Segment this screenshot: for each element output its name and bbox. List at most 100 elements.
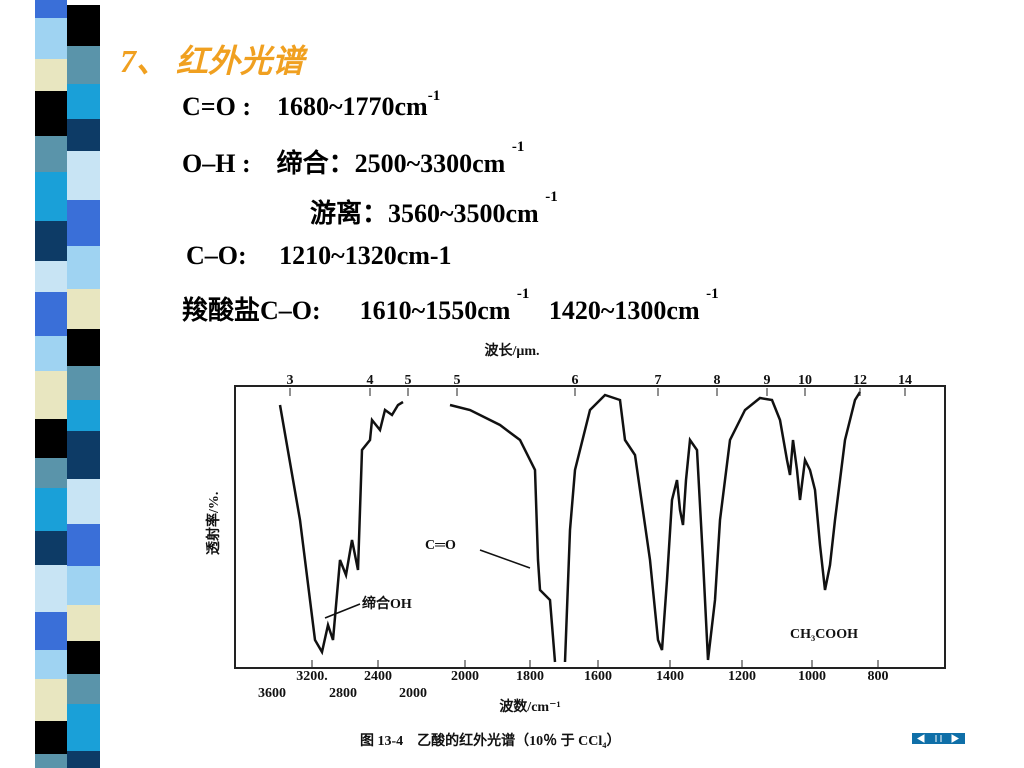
decorative-stripe — [35, 0, 100, 768]
top-tick-label: 10 — [798, 373, 812, 388]
stripe-block — [67, 524, 100, 566]
bottom-tick-label: 2000 — [451, 669, 479, 684]
bottom-tick-label: 1200 — [728, 669, 756, 684]
bottom-tick-label: 1800 — [516, 669, 544, 684]
text-line: C=O : 1680~1770cm-1 — [182, 88, 440, 122]
stripe-block — [67, 479, 100, 524]
stripe-block — [35, 371, 67, 419]
stripe-block — [35, 261, 67, 292]
top-tick-label: 14 — [898, 373, 912, 388]
stripe-block — [67, 366, 100, 400]
stripe-block — [35, 18, 67, 59]
text-line: 羧酸盐C–O: 1610~1550cm -1 1420~1300cm -1 — [182, 286, 719, 327]
stripe-block — [35, 679, 67, 721]
stripe-block — [35, 612, 67, 650]
stripe-block — [35, 91, 67, 136]
stripe-block — [67, 704, 100, 751]
stripe-block — [67, 289, 100, 329]
stripe-block — [35, 754, 67, 768]
bottom-tick-label: 800 — [868, 669, 889, 684]
bottom-tick-label: 1000 — [798, 669, 826, 684]
value: 缔合：2500~3300cm — [276, 149, 506, 178]
superscript: -1 — [706, 286, 719, 302]
label: C–O: — [186, 241, 247, 270]
stripe-block — [67, 605, 100, 641]
y-axis-label: 透射率/%. — [205, 492, 222, 555]
stripe-block — [67, 400, 100, 431]
stripe-block — [67, 5, 100, 46]
value: 1680~1770cm — [276, 92, 428, 121]
stripe-block — [67, 119, 100, 151]
annotation: C═O — [425, 538, 456, 553]
value: 游离：3560~3500cm — [310, 199, 539, 228]
bottom-tick-label: 1600 — [584, 669, 612, 684]
bottom-tick-label: 1400 — [656, 669, 684, 684]
stripe-block — [35, 488, 67, 531]
stripe-block — [67, 641, 100, 674]
bottom-axis-label: 波数/cm⁻¹ — [499, 698, 560, 715]
annotation-arrow — [324, 603, 361, 619]
stripe-block — [67, 431, 100, 479]
text-line: C–O: 1210~1320cm-1 — [186, 241, 452, 271]
stripe-block — [35, 336, 67, 371]
bottom-tick-label: 2800 — [329, 686, 357, 701]
stripe-block — [35, 650, 67, 679]
spectrum-curve — [563, 391, 862, 663]
text-line: 游离：3560~3500cm -1 — [310, 189, 558, 230]
top-axis-label: 波长/μm. — [485, 342, 540, 359]
stripe-block — [35, 458, 67, 488]
stripe-block — [35, 59, 67, 91]
plot-frame — [234, 385, 946, 669]
stripe-block — [67, 566, 100, 605]
bottom-tick-label: 3200. — [296, 669, 328, 684]
top-tick-label: 4 — [367, 373, 374, 388]
stripe-block — [35, 0, 67, 18]
stripe-block — [35, 721, 67, 754]
stripe-block — [35, 221, 67, 261]
annotation: 缔合OH — [362, 595, 412, 612]
top-tick-label: 5 — [454, 373, 461, 388]
nav-bar — [912, 733, 965, 744]
superscript: -1 — [545, 189, 558, 205]
label: 羧酸盐C–O: — [182, 296, 321, 325]
figure-caption: 图 13-4 乙酸的红外光谱（10％ 于 CCl₄） — [360, 732, 620, 749]
value: 1610~1550cm — [359, 296, 511, 325]
top-tick-label: 8 — [714, 373, 721, 388]
top-tick-label: 7 — [655, 373, 662, 388]
superscript: -1 — [427, 88, 441, 104]
stripe-block — [35, 565, 67, 612]
top-tick-label: 9 — [764, 373, 771, 388]
top-tick-label: 3 — [287, 373, 294, 388]
label: C=O : — [182, 92, 251, 121]
stripe-block — [35, 292, 67, 336]
superscript: -1 — [516, 286, 530, 302]
bottom-tick-label: 3600 — [258, 686, 286, 701]
stripe-block — [35, 419, 67, 458]
slide-title: 7、 红外光谱 — [120, 43, 305, 79]
nav-buttons[interactable] — [912, 733, 965, 744]
stripe-block — [67, 151, 100, 200]
annotation-arrow — [479, 549, 531, 569]
stripe-block — [35, 172, 67, 221]
stripe-block — [35, 136, 67, 172]
label: O–H : — [182, 149, 251, 178]
top-tick-label: 12 — [853, 373, 867, 388]
value: 1420~1300cm — [548, 296, 700, 325]
stripe-block — [67, 329, 100, 366]
top-tick-label: 6 — [572, 373, 579, 388]
bottom-tick-label: 2000 — [399, 686, 427, 701]
spectrum-curve — [278, 400, 404, 656]
stripe-block — [67, 246, 100, 289]
stripe-block — [67, 200, 100, 246]
value: 1210~1320cm-1 — [279, 241, 452, 270]
stripe-block — [35, 531, 67, 565]
text-line: O–H : 缔合：2500~3300cm -1 — [182, 139, 524, 180]
spectrum-curve — [449, 403, 557, 663]
bottom-tick-label: 2400 — [364, 669, 392, 684]
top-tick-label: 5 — [405, 373, 412, 388]
stripe-block — [67, 84, 100, 119]
stripe-block — [67, 46, 100, 84]
stripe-block — [67, 674, 100, 704]
